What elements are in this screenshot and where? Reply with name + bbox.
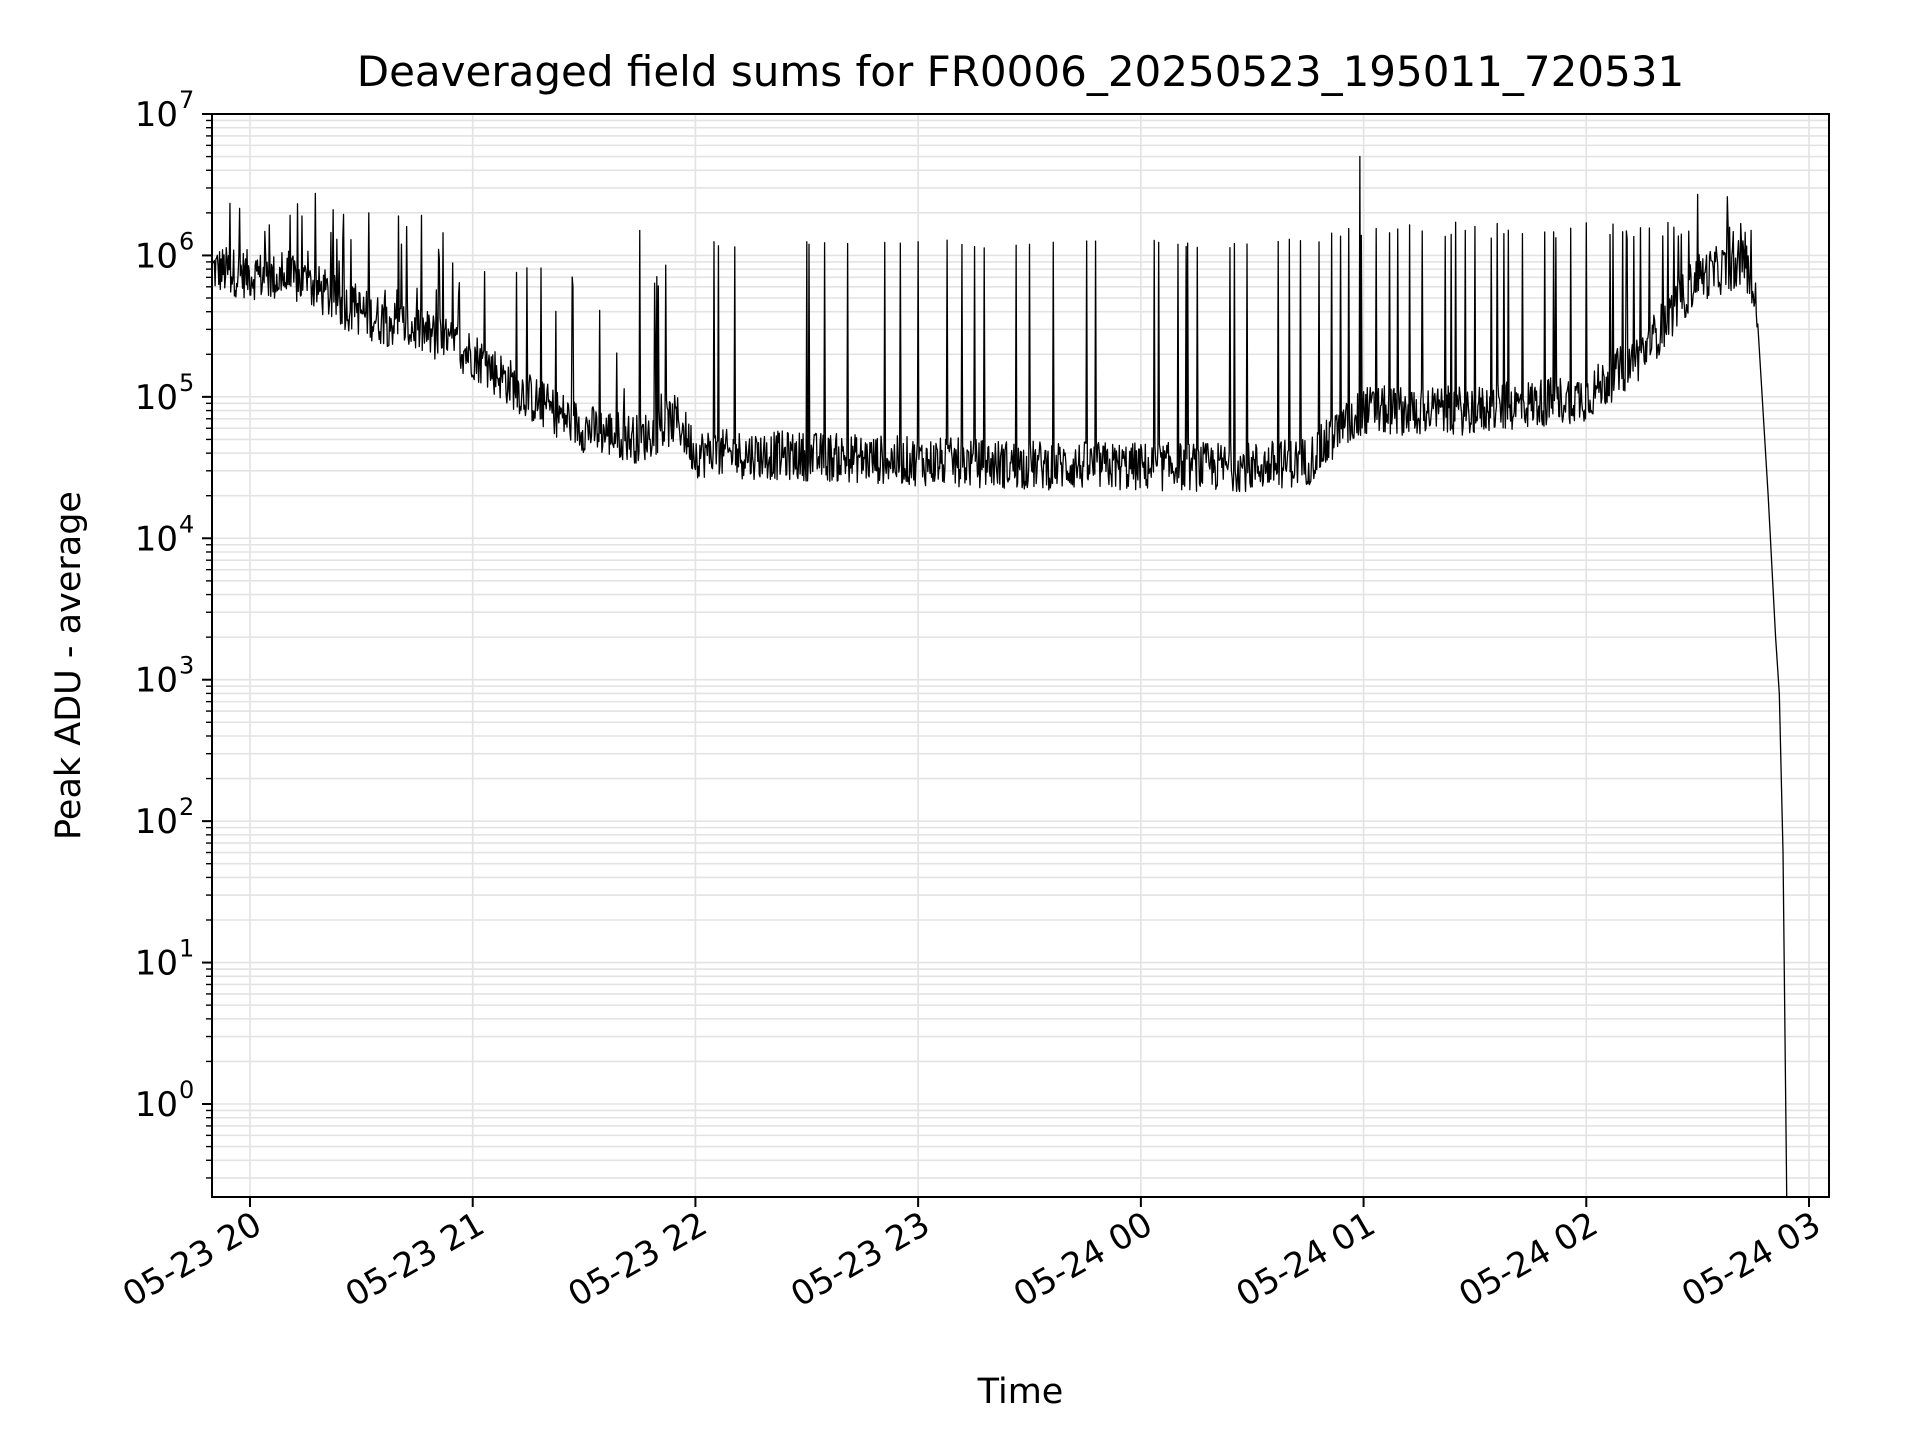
y-tick-base: 10 [135,1085,178,1125]
x-tick-labels: 05-23 20 05-23 21 05-23 22 05-23 23 05-24 00… [116,1204,1827,1315]
x-tick-label: 05-23 21 [339,1204,491,1315]
y-tick-label: 10 3 [135,652,195,701]
series-layer [212,155,1788,1198]
axis-ticks [202,113,1810,1207]
x-tick-label: 05-24 02 [1452,1204,1604,1315]
x-tick-label: 05-24 00 [1007,1204,1159,1315]
y-tick-exponent: 0 [179,1076,194,1104]
x-tick-label: 05-23 23 [784,1204,936,1315]
y-tick-exponent: 2 [179,793,194,821]
grid-lines [212,113,1829,1197]
y-tick-base: 10 [135,95,178,135]
y-tick-base: 10 [135,519,178,559]
y-tick-label: 10 6 [135,227,195,276]
y-tick-label: 10 2 [135,793,195,842]
y-tick-base: 10 [135,661,178,701]
x-tick-label: 05-24 01 [1230,1204,1382,1315]
x-tick-label: 05-24 03 [1675,1204,1827,1315]
y-tick-label: 10 4 [135,510,195,559]
y-tick-label: 10 1 [135,935,195,984]
chart-title: Deaveraged field sums for FR0006_2025052… [357,47,1685,96]
x-tick-label: 05-23 22 [562,1204,714,1315]
y-tick-label: 10 7 [135,86,195,135]
y-tick-base: 10 [135,378,178,418]
y-tick-exponent: 1 [179,935,194,963]
plot-frame [211,113,1830,1198]
x-tick-label: 05-23 20 [116,1204,268,1315]
y-tick-label: 10 5 [135,369,195,418]
y-tick-exponent: 3 [179,652,194,680]
y-tick-exponent: 7 [179,86,194,114]
y-tick-base: 10 [135,944,178,984]
y-tick-exponent: 6 [179,227,194,255]
y-tick-exponent: 4 [179,510,194,538]
y-axis-label: Peak ADU - average [49,491,89,840]
y-tick-base: 10 [135,802,178,842]
x-axis-label: Time [977,1372,1064,1412]
y-tick-base: 10 [135,236,178,276]
y-tick-exponent: 5 [179,369,194,397]
y-tick-label: 10 0 [135,1076,195,1125]
series-line [212,155,1788,1198]
